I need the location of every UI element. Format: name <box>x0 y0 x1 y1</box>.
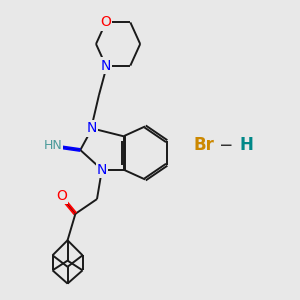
Text: O: O <box>56 189 67 203</box>
Text: H: H <box>239 136 253 154</box>
Text: N: N <box>100 58 111 73</box>
Text: O: O <box>100 15 111 29</box>
Text: ‒: ‒ <box>220 136 233 154</box>
Text: N: N <box>87 122 97 135</box>
Text: HN: HN <box>44 139 62 152</box>
Text: N: N <box>97 163 107 177</box>
Text: Br: Br <box>194 136 214 154</box>
